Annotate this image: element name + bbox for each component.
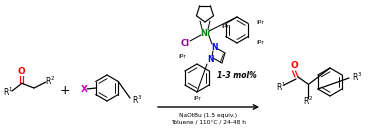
Text: N: N: [212, 42, 218, 51]
Text: O: O: [290, 61, 298, 70]
Text: R$^2$: R$^2$: [45, 75, 55, 87]
Text: iPr: iPr: [256, 19, 264, 25]
Text: iPr: iPr: [193, 96, 201, 102]
Text: R$^3$: R$^3$: [132, 94, 143, 106]
Text: R$^2$: R$^2$: [303, 95, 313, 107]
Text: NaOtBu (1.5 equiv.): NaOtBu (1.5 equiv.): [180, 112, 237, 118]
Text: R$^3$: R$^3$: [352, 71, 363, 83]
Text: X: X: [81, 84, 87, 94]
Text: R$^1$: R$^1$: [3, 86, 13, 98]
Text: iPr: iPr: [178, 54, 186, 59]
Text: Toluene / 110°C / 24-48 h: Toluene / 110°C / 24-48 h: [171, 119, 246, 124]
Text: R$^1$: R$^1$: [276, 81, 286, 93]
Text: O: O: [17, 67, 25, 75]
Text: 1-3 mol%: 1-3 mol%: [217, 71, 257, 79]
Text: iPr: iPr: [256, 41, 264, 46]
Text: +: +: [60, 83, 70, 96]
Text: iPr: iPr: [221, 25, 229, 30]
Text: Cl: Cl: [180, 38, 189, 47]
Text: Ni: Ni: [200, 29, 210, 38]
Text: N: N: [207, 55, 213, 64]
